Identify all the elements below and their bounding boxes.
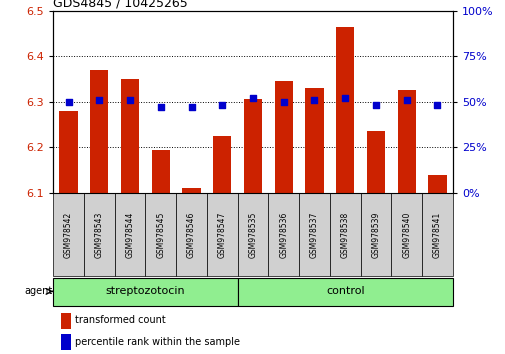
- Text: percentile rank within the sample: percentile rank within the sample: [75, 337, 240, 347]
- Bar: [182, 188, 200, 193]
- Bar: [59, 111, 78, 193]
- Point: [433, 103, 441, 108]
- FancyBboxPatch shape: [84, 193, 114, 276]
- Text: GSM978543: GSM978543: [94, 211, 104, 258]
- FancyBboxPatch shape: [298, 193, 329, 276]
- Text: GSM978542: GSM978542: [64, 211, 73, 258]
- Bar: [61, 313, 71, 329]
- Point: [371, 103, 379, 108]
- Text: GSM978537: GSM978537: [310, 211, 318, 258]
- FancyBboxPatch shape: [176, 193, 207, 276]
- Text: GSM978541: GSM978541: [432, 211, 441, 258]
- Text: agent: agent: [24, 286, 53, 296]
- Text: GSM978536: GSM978536: [279, 211, 288, 258]
- Bar: [61, 334, 71, 350]
- FancyBboxPatch shape: [237, 278, 452, 306]
- Text: GSM978539: GSM978539: [371, 211, 380, 258]
- Text: GDS4845 / 10425265: GDS4845 / 10425265: [53, 0, 187, 10]
- Bar: [427, 175, 446, 193]
- Bar: [90, 70, 108, 193]
- Point: [248, 95, 257, 101]
- Point: [218, 103, 226, 108]
- Point: [279, 99, 287, 105]
- Bar: [121, 79, 139, 193]
- FancyBboxPatch shape: [115, 193, 145, 276]
- Bar: [274, 81, 292, 193]
- FancyBboxPatch shape: [207, 193, 237, 276]
- Text: GSM978538: GSM978538: [340, 211, 349, 258]
- Text: streptozotocin: streptozotocin: [106, 286, 185, 296]
- FancyBboxPatch shape: [391, 193, 421, 276]
- FancyBboxPatch shape: [237, 193, 268, 276]
- FancyBboxPatch shape: [145, 193, 176, 276]
- Bar: [151, 150, 170, 193]
- Text: GSM978545: GSM978545: [156, 211, 165, 258]
- Text: GSM978540: GSM978540: [401, 211, 411, 258]
- Point: [95, 97, 103, 103]
- Text: GSM978547: GSM978547: [217, 211, 226, 258]
- Point: [402, 97, 410, 103]
- Point: [64, 99, 72, 105]
- FancyBboxPatch shape: [53, 278, 237, 306]
- Point: [187, 104, 195, 110]
- Bar: [243, 99, 262, 193]
- Bar: [335, 27, 354, 193]
- Bar: [397, 90, 415, 193]
- FancyBboxPatch shape: [421, 193, 452, 276]
- FancyBboxPatch shape: [268, 193, 298, 276]
- FancyBboxPatch shape: [329, 193, 360, 276]
- Bar: [213, 136, 231, 193]
- Point: [340, 95, 348, 101]
- Bar: [366, 131, 384, 193]
- Bar: [305, 88, 323, 193]
- FancyBboxPatch shape: [53, 193, 84, 276]
- Point: [310, 97, 318, 103]
- Point: [157, 104, 165, 110]
- Text: GSM978535: GSM978535: [248, 211, 257, 258]
- Point: [126, 97, 134, 103]
- Text: transformed count: transformed count: [75, 315, 166, 325]
- Text: GSM978544: GSM978544: [125, 211, 134, 258]
- Text: GSM978546: GSM978546: [187, 211, 195, 258]
- FancyBboxPatch shape: [360, 193, 390, 276]
- Text: control: control: [325, 286, 364, 296]
